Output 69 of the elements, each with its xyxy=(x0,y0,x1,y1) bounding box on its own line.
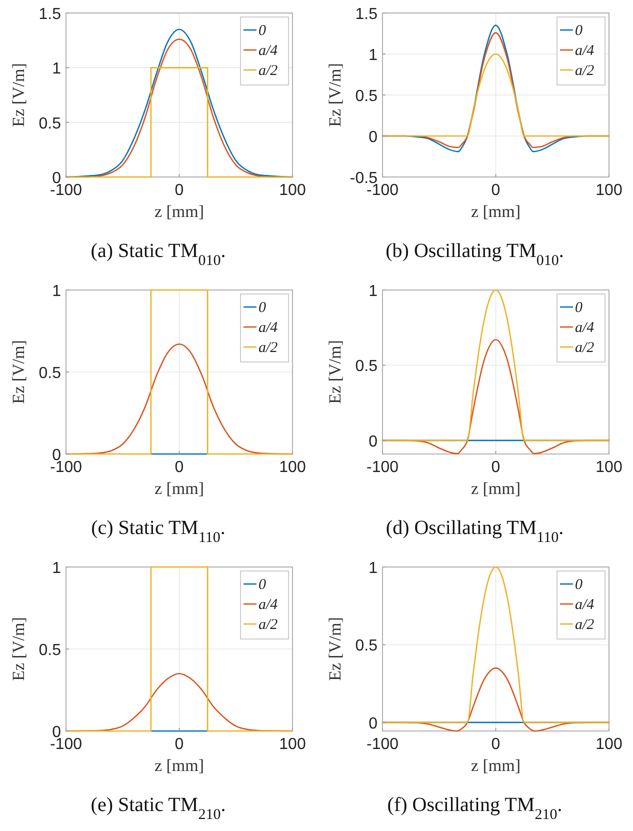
text: (f) Oscillating TM$_{210}$. xyxy=(387,794,562,823)
x-tick-label: 100 xyxy=(596,459,622,476)
x-tick-label: 0 xyxy=(174,736,184,753)
x-tick-label: 0 xyxy=(491,736,500,753)
x-tick-label: 100 xyxy=(596,182,622,199)
y-tick-label: 0 xyxy=(368,715,378,732)
y-axis-title: Ez [V/m] xyxy=(326,340,344,404)
legend-label: a/4 xyxy=(258,597,278,613)
legend-label: 0 xyxy=(258,300,266,316)
legend-label: a/2 xyxy=(575,63,595,79)
line-series xyxy=(382,289,610,442)
legend-label: a/4 xyxy=(575,597,595,613)
x-axis-title: z [mm] xyxy=(470,756,521,775)
x-tick-label: 100 xyxy=(279,459,306,476)
y-axis-title: Ez [V/m] xyxy=(326,617,344,681)
x-tick-label: 100 xyxy=(596,736,622,753)
legend-label: a/2 xyxy=(258,340,278,356)
y-tick-label: 0.5 xyxy=(355,88,378,105)
y-tick-label: 1 xyxy=(368,47,378,64)
legend-label: 0 xyxy=(575,300,583,316)
y-tick-label: 0.5 xyxy=(355,638,378,655)
legend-label: a/2 xyxy=(575,617,595,633)
legend-label: a/4 xyxy=(575,320,595,336)
text: (d) Oscillating TM$_{110}$. xyxy=(386,517,564,546)
legend-label: 0 xyxy=(575,23,583,39)
y-tick-label: 0 xyxy=(368,129,378,146)
x-axis-title: z [mm] xyxy=(154,756,204,775)
text: (e) Static TM$_{210}$. xyxy=(90,794,226,823)
x-axis-title: z [mm] xyxy=(470,202,521,221)
x-tick-label: 0 xyxy=(174,182,184,199)
x-tick-label: 0 xyxy=(174,459,184,476)
y-tick-label: 0.5 xyxy=(38,115,62,132)
legend-label: 0 xyxy=(258,577,266,593)
y-axis-title: Ez [V/m] xyxy=(9,617,28,681)
y-tick-label: 0.5 xyxy=(38,365,62,382)
y-tick-label: 0.5 xyxy=(355,358,378,376)
text: (c) Static TM$_{110}$. xyxy=(91,517,226,546)
y-tick-label: 1 xyxy=(368,283,378,300)
legend-label: a/2 xyxy=(258,617,278,633)
x-axis-title: z [mm] xyxy=(470,479,521,498)
x-tick-label: 0 xyxy=(491,182,500,199)
y-tick-label: 0 xyxy=(368,433,378,450)
y-tick-label: 1 xyxy=(52,283,62,300)
y-axis-title: Ez [V/m] xyxy=(9,63,28,127)
y-tick-label: 1 xyxy=(52,560,62,577)
y-tick-label: 1 xyxy=(368,560,378,577)
legend-label: a/4 xyxy=(258,320,278,336)
y-axis-title: Ez [V/m] xyxy=(326,63,344,127)
x-axis-title: z [mm] xyxy=(154,202,204,221)
y-tick-label: 1.5 xyxy=(355,6,378,23)
x-tick-label: 100 xyxy=(279,736,306,753)
y-tick-label: 0.5 xyxy=(38,642,62,659)
y-tick-label: 1.5 xyxy=(38,6,62,23)
text: (a) Static TM$_{010}$. xyxy=(90,240,226,269)
legend-label: a/2 xyxy=(258,63,278,79)
legend-label: a/4 xyxy=(575,43,595,59)
line-series xyxy=(382,566,610,724)
legend-label: 0 xyxy=(258,23,266,39)
y-tick-label: 1 xyxy=(52,60,62,78)
x-axis-title: z [mm] xyxy=(154,479,204,498)
y-axis-title: Ez [V/m] xyxy=(9,340,28,404)
x-tick-label: 0 xyxy=(491,459,500,476)
x-tick-label: 100 xyxy=(279,182,306,199)
legend-label: 0 xyxy=(575,577,583,593)
x-tick-label: -100 xyxy=(366,459,399,476)
legend-label: a/4 xyxy=(258,43,278,59)
legend-label: a/2 xyxy=(575,340,595,356)
x-tick-label: -100 xyxy=(366,736,399,753)
text: (b) Oscillating TM$_{010}$. xyxy=(386,240,564,269)
